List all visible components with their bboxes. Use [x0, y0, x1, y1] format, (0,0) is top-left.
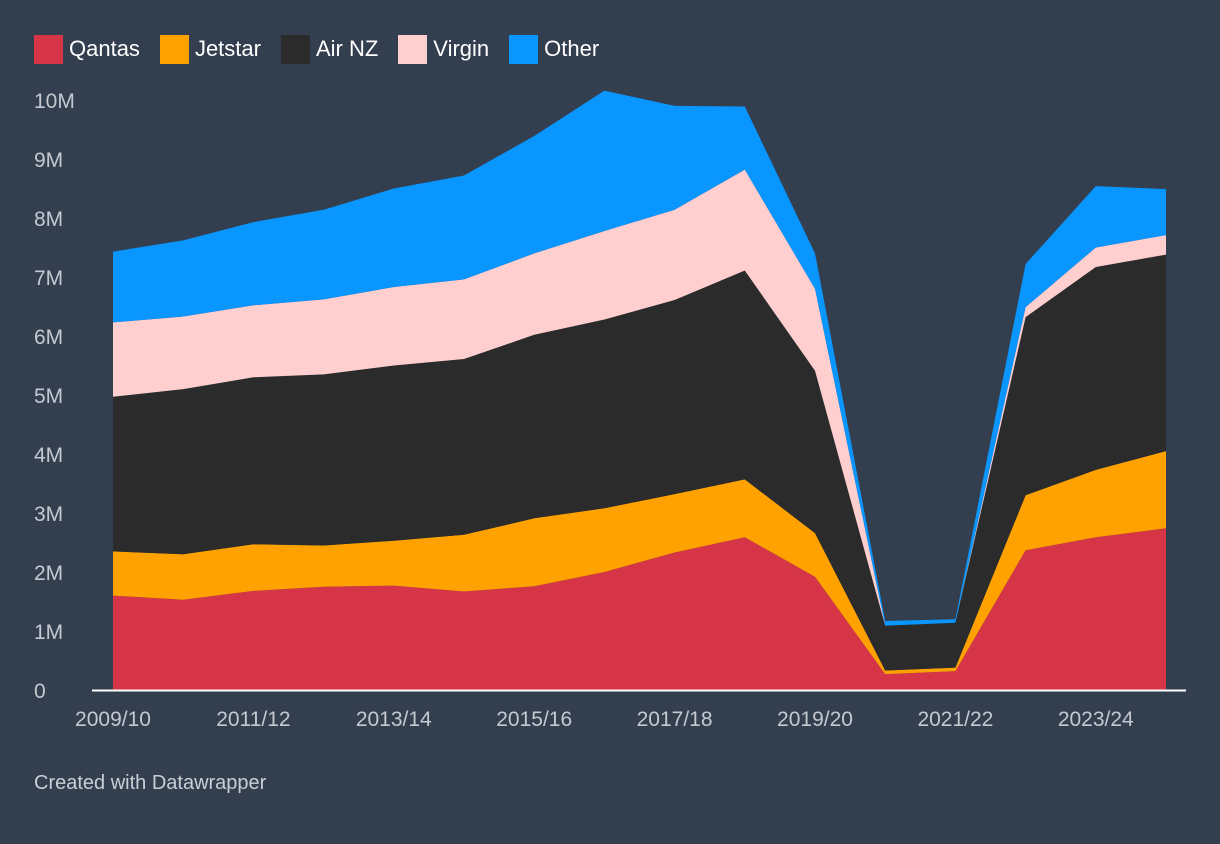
legend-label: Other — [544, 36, 600, 61]
legend-label: Jetstar — [194, 36, 261, 61]
y-tick-label: 10M — [34, 90, 75, 113]
y-tick-label: 3M — [34, 503, 63, 526]
legend-swatch — [34, 34, 63, 64]
y-tick-label: 5M — [34, 385, 63, 408]
legend-label: Virgin — [433, 36, 490, 61]
area-qantas[interactable] — [113, 528, 1166, 690]
area-air-nz[interactable] — [113, 254, 1166, 671]
x-tick-label: 2021/22 — [917, 708, 993, 731]
area-virgin[interactable] — [113, 169, 1166, 626]
y-tick-label: 2M — [34, 562, 63, 585]
legend-label: Air NZ — [315, 36, 379, 61]
area-other[interactable] — [113, 90, 1166, 626]
x-tick-label: 2009/10 — [75, 708, 151, 731]
y-tick-label: 6M — [34, 326, 63, 349]
area-jetstar[interactable] — [113, 451, 1166, 675]
y-tick-label: 4M — [34, 444, 63, 467]
footer-credit: Created with Datawrapper — [34, 772, 267, 794]
x-tick-label: 2015/16 — [496, 708, 572, 731]
x-tick-label: 2023/24 — [1058, 708, 1134, 731]
legend-label: Qantas — [69, 36, 140, 61]
x-tick-label: 2017/18 — [637, 708, 713, 731]
legend-swatch — [280, 34, 310, 64]
y-tick-label: 9M — [34, 149, 63, 172]
legend-item-virgin[interactable]: Virgin — [398, 34, 490, 64]
legend-item-jetstar[interactable]: Jetstar — [159, 34, 261, 64]
x-tick-label: 2019/20 — [777, 708, 853, 731]
legend-swatch — [398, 34, 428, 64]
y-tick-label: 1M — [34, 621, 63, 644]
legend-swatch — [159, 34, 189, 64]
legend-item-other[interactable]: Other — [509, 34, 600, 64]
legend-swatch — [509, 34, 539, 64]
y-tick-label: 8M — [34, 208, 63, 231]
y-tick-label: 0 — [34, 680, 46, 703]
x-tick-label: 2011/12 — [216, 708, 290, 731]
legend-item-air-nz[interactable]: Air NZ — [280, 34, 379, 64]
x-tick-label: 2013/14 — [356, 708, 432, 731]
y-tick-label: 7M — [34, 267, 63, 290]
legend: Qantas Jetstar Air NZ Virgin Other — [34, 34, 619, 64]
legend-item-qantas[interactable]: Qantas — [34, 34, 140, 64]
